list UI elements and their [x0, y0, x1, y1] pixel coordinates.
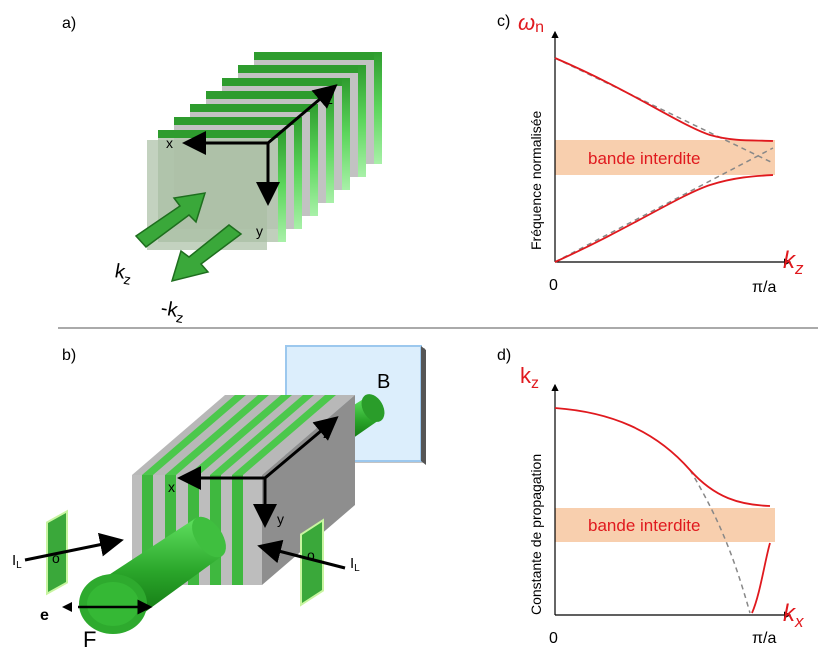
- xtick-d: π/a: [752, 630, 776, 647]
- origin-c: 0: [549, 277, 558, 294]
- block-top-stripe: [210, 395, 314, 475]
- z-axis-arrow-b: [264, 416, 339, 480]
- right-il-label: IL: [350, 555, 360, 574]
- x-axis-label-a: x: [166, 135, 173, 151]
- ylabel-c: Fréquence normalisée: [528, 110, 544, 250]
- kz-arrow: [134, 192, 207, 249]
- kx-symbol-d: kx: [783, 600, 804, 631]
- layer-stripe: [294, 117, 302, 229]
- layer-top-edge: [222, 78, 350, 86]
- band-gap-label-d: bande interdite: [588, 516, 700, 535]
- input-beam: [79, 516, 226, 634]
- upper-band-curve-c: [554, 57, 774, 142]
- left-pump-arrow: [24, 532, 124, 562]
- xtick-c: π/a: [752, 279, 776, 296]
- layer-stripe: [358, 65, 366, 177]
- panel-b-label: b): [62, 347, 76, 364]
- y-axis-label-b: y: [277, 511, 284, 527]
- right-pump-source: [300, 518, 324, 607]
- layer-top-edge: [158, 130, 286, 138]
- layer-top-edge: [238, 65, 366, 73]
- left-il-label: IL: [12, 552, 22, 571]
- minus-kz-label: -kz: [159, 297, 187, 326]
- kz-symbol-d: kz: [520, 363, 539, 392]
- band-gap-label-c: bande interdite: [588, 149, 700, 168]
- lower-band-curve-d: [751, 542, 771, 614]
- block-top-stripe: [232, 395, 336, 475]
- ylabel-d: Constante de propagation: [528, 454, 544, 615]
- dispersion-chart-d: [551, 383, 792, 619]
- layer-stripe: [310, 104, 318, 216]
- kz-symbol-c: kz: [783, 247, 804, 278]
- crystal-block: [132, 395, 355, 585]
- block-top-stripe: [165, 395, 269, 475]
- z-axis-label-b: z: [323, 425, 330, 441]
- dispersion-chart-c: [551, 30, 792, 266]
- x-axis-label-b: x: [168, 479, 175, 495]
- upper-band-curve-d: [554, 407, 771, 507]
- layer-top-edge: [254, 52, 382, 60]
- layer-top-edge: [190, 104, 318, 112]
- layer-stripe: [342, 78, 350, 190]
- block-top-stripe: [142, 395, 246, 475]
- beam-label-f: F: [83, 627, 96, 652]
- panel-c-label: c): [497, 13, 510, 30]
- band-gap-c: [555, 140, 775, 175]
- z-axis-arrow-a: [267, 84, 338, 145]
- right-source-o: o: [307, 547, 315, 563]
- screen-b-label: B: [377, 371, 390, 393]
- block-front-stripe: [142, 475, 153, 585]
- minus-kz-arrow: [170, 224, 243, 283]
- free-dispersion-dashed-d: [689, 469, 751, 614]
- panel-d-label: d): [497, 347, 511, 364]
- origin-d: 0: [549, 630, 558, 647]
- kz-label: kz: [113, 260, 134, 288]
- layer-top-edge: [174, 117, 302, 125]
- band-gap-d: [555, 508, 775, 542]
- lower-band-curve-c: [554, 174, 774, 263]
- omega-symbol-c: ωn: [518, 10, 544, 36]
- block-top-stripe: [188, 395, 292, 475]
- layer-top-edge: [206, 91, 334, 99]
- left-source-o: o: [52, 550, 60, 566]
- block-front-stripe: [232, 475, 243, 585]
- layer-stripe: [326, 91, 334, 203]
- z-axis-label-a: z: [326, 91, 333, 107]
- right-pump-arrow: [257, 539, 346, 570]
- layer-stripe: [374, 52, 382, 164]
- block-front-stripe: [165, 475, 176, 585]
- y-axis-label-a: y: [256, 223, 263, 239]
- polarization-label: e: [40, 607, 49, 624]
- panel-a-label: a): [62, 15, 76, 32]
- layer-stripe: [278, 130, 286, 242]
